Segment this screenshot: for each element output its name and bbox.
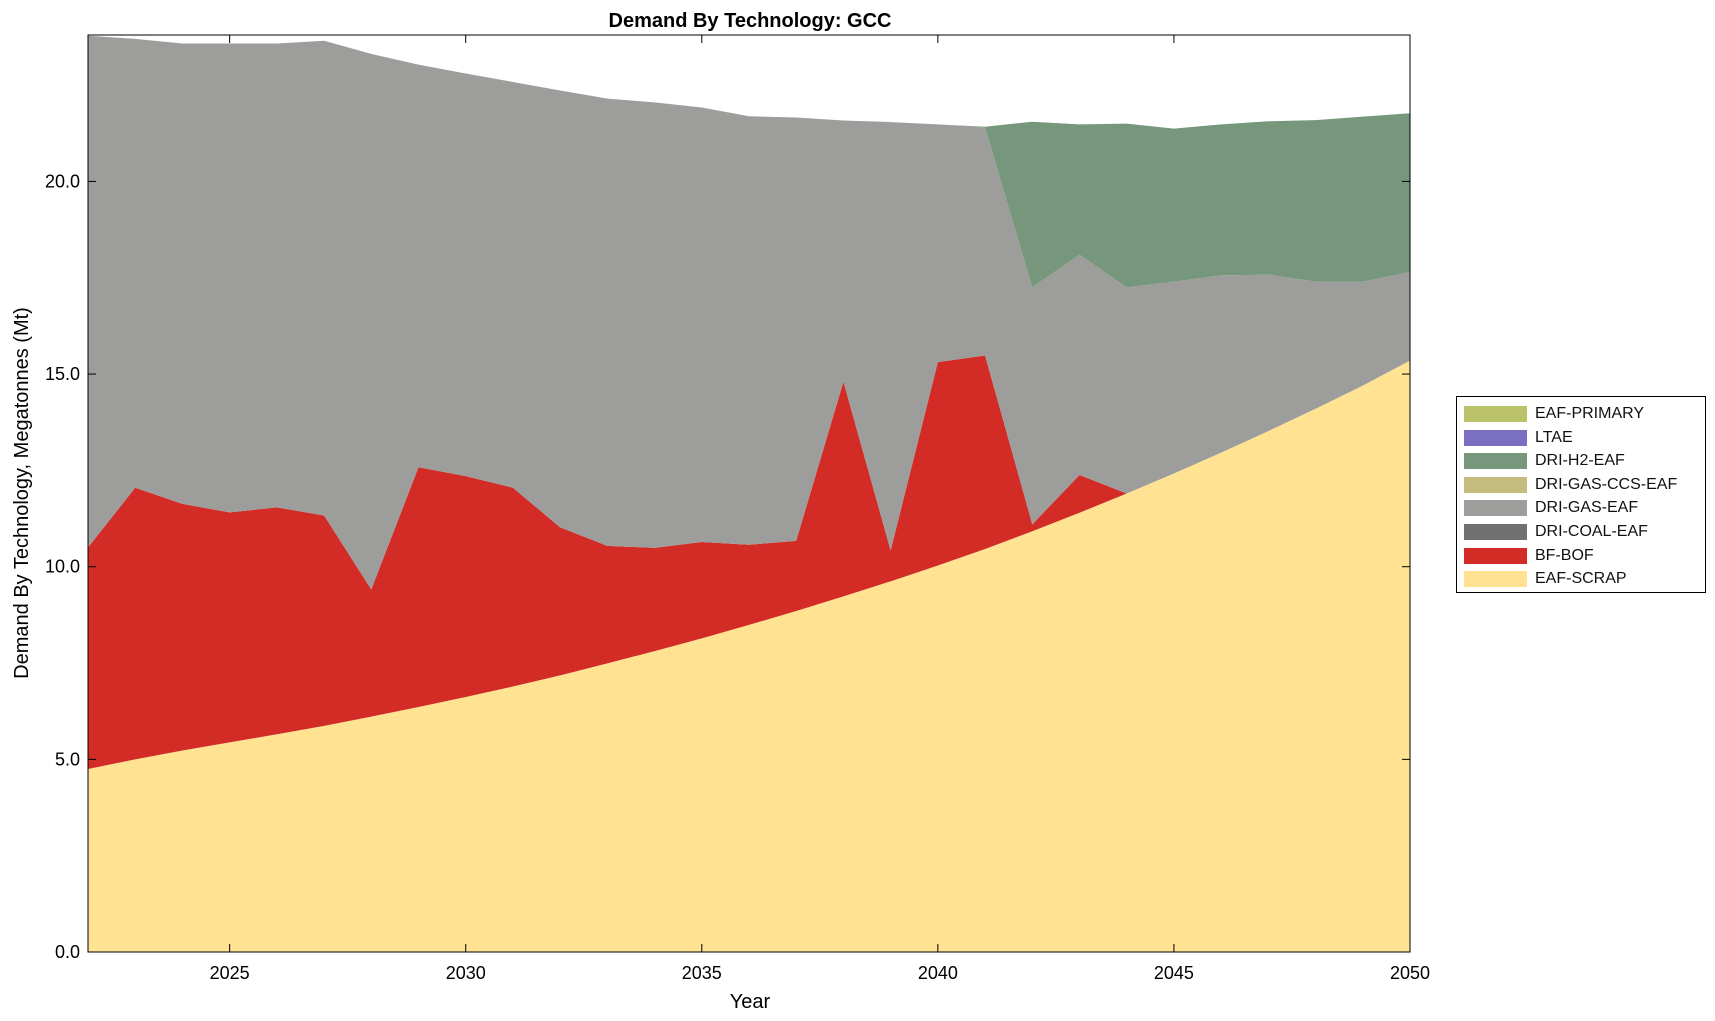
area-eaf-scrap (88, 360, 1410, 952)
legend-item-dri-gas-ccs-eaf: DRI-GAS-CCS-EAF (1464, 475, 1677, 495)
x-tick-label: 2040 (918, 963, 958, 983)
y-axis-label: Demand By Technology, Megatonnes (Mt) (11, 307, 33, 679)
legend-item-eaf-scrap: EAF-SCRAP (1464, 569, 1627, 589)
x-tick-label: 2025 (210, 963, 250, 983)
legend-item-ltae: LTAE (1464, 428, 1573, 448)
area-dri-gas-eaf (88, 35, 1410, 590)
plot-frame (87, 34, 1411, 953)
legend-item-eaf-primary: EAF-PRIMARY (1464, 404, 1644, 424)
legend-swatch (1464, 500, 1527, 517)
y-tick-label: 20.0 (45, 171, 80, 191)
legend-label: BF-BOF (1535, 546, 1594, 564)
legend-swatch (1464, 429, 1527, 446)
legend-item-dri-coal-eaf: DRI-COAL-EAF (1464, 522, 1648, 542)
area-dri-h2-eaf (88, 35, 1410, 288)
x-tick-label: 2030 (446, 963, 486, 983)
legend-swatch (1464, 524, 1527, 540)
legend-label: EAF-PRIMARY (1535, 405, 1645, 422)
x-tick-label: 2035 (682, 963, 722, 983)
area-bf-bof (88, 355, 1410, 769)
legend-label: LTAE (1535, 428, 1573, 446)
y-tick-label: 0.0 (55, 942, 80, 962)
y-tick-label: 15.0 (45, 364, 80, 384)
chart-title: Demand By Technology: GCC (609, 10, 892, 32)
x-axis-label: Year (730, 991, 771, 1013)
area-series-group (88, 35, 1410, 952)
legend-label: EAF-SCRAP (1535, 570, 1627, 588)
axes-group: 0.0 5.0 10.0 15.0 20.0 2025 2030 2035 2040 2045 20… (45, 34, 1430, 983)
y-tick-label: 5.0 (55, 749, 80, 769)
legend-item-dri-h2-eaf: DRI-H2-EAF (1464, 451, 1625, 471)
x-tick-label: 2045 (1154, 963, 1194, 983)
legend-swatch (1464, 547, 1527, 564)
legend-item-dri-gas-eaf: DRI-GAS-EAF (1464, 498, 1638, 518)
legend-swatch (1464, 571, 1527, 588)
legend-label: DRI-GAS-CCS-EAF (1535, 475, 1678, 493)
legend: EAF-PRIMARY LTAE DRI-H2-EAF DRI-GAS-CCS-EAF… (1456, 396, 1706, 593)
legend-item-bf-bof: BF-BOF (1464, 546, 1594, 566)
legend-label: DRI-COAL-EAF (1535, 523, 1648, 540)
legend-label: DRI-GAS-EAF (1535, 499, 1639, 517)
y-tick-label: 10.0 (45, 557, 80, 577)
legend-label: DRI-H2-EAF (1535, 452, 1625, 470)
legend-swatch (1464, 406, 1527, 422)
x-tick-label: 2050 (1390, 963, 1430, 983)
legend-swatch (1464, 453, 1527, 470)
legend-swatch (1464, 476, 1527, 493)
